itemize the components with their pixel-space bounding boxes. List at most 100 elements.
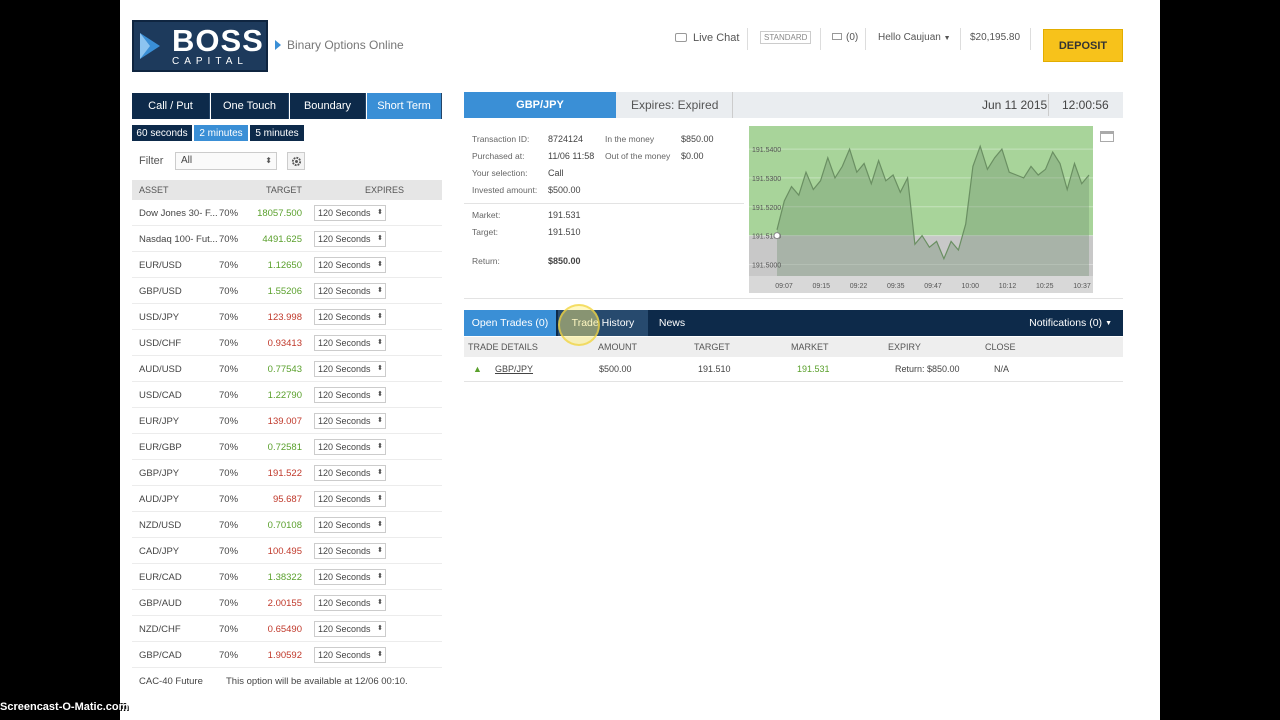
expires-select[interactable]: 120 Seconds ⬍ [314, 361, 386, 377]
table-row[interactable]: NZD/USD 70% 0.70108 120 Seconds ⬍ [132, 512, 442, 538]
asset-name: GBP/JPY [139, 468, 180, 479]
settings-gear-icon[interactable] [287, 152, 305, 170]
asset-target: 123.998 [267, 312, 302, 323]
asset-name: USD/CHF [139, 338, 182, 349]
table-row[interactable]: USD/JPY 70% 123.998 120 Seconds ⬍ [132, 304, 442, 330]
tab-trade-history[interactable]: Trade History [558, 310, 648, 336]
select-arrows-icon: ⬍ [376, 544, 383, 558]
expires-select[interactable]: 120 Seconds ⬍ [314, 595, 386, 611]
selection-value: Call [548, 168, 564, 178]
boss-capital-logo[interactable]: BOSS CAPITAL [132, 20, 268, 72]
col-amount: AMOUNT [598, 342, 637, 352]
availability-message: This option will be available at 12/06 0… [226, 676, 408, 687]
tagline-arrow-icon [275, 40, 281, 50]
expires-select[interactable]: 120 Seconds ⬍ [314, 413, 386, 429]
tab-boundary[interactable]: Boundary [290, 93, 366, 119]
expires-select[interactable]: 120 Seconds ⬍ [314, 517, 386, 533]
select-arrows-icon: ⬍ [376, 570, 383, 584]
table-row[interactable]: EUR/GBP 70% 0.72581 120 Seconds ⬍ [132, 434, 442, 460]
table-row[interactable]: GBP/JPY 70% 191.522 120 Seconds ⬍ [132, 460, 442, 486]
table-row[interactable]: USD/CAD 70% 1.22790 120 Seconds ⬍ [132, 382, 442, 408]
expires-select[interactable]: 120 Seconds ⬍ [314, 283, 386, 299]
caret-down-icon: ▼ [1105, 319, 1112, 327]
market-label: Market: [472, 210, 501, 220]
account-type-badge: STANDARD [760, 30, 812, 46]
time-tab-2min[interactable]: 2 minutes [194, 125, 248, 141]
in-money-value: $850.00 [681, 134, 714, 144]
trade-table-header: TRADE DETAILS AMOUNT TARGET MARKET EXPIR… [464, 337, 1123, 357]
entry-point-marker [773, 232, 781, 240]
tab-short-term[interactable]: Short Term [367, 93, 442, 119]
asset-payout: 70% [219, 650, 239, 661]
expires-status: Expires: Expired [617, 92, 734, 118]
asset-target: 1.55206 [267, 286, 302, 297]
x-tick-label: 09:47 [924, 283, 942, 290]
tab-one-touch[interactable]: One Touch [211, 93, 289, 119]
table-row[interactable]: CAD/JPY 70% 100.495 120 Seconds ⬍ [132, 538, 442, 564]
messages-link[interactable]: (0) [832, 30, 858, 46]
table-row[interactable]: ▲ GBP/JPY $500.00 191.510 191.531 Return… [464, 358, 1123, 382]
asset-name: GBP/USD [139, 286, 182, 297]
expires-select[interactable]: 120 Seconds ⬍ [314, 621, 386, 637]
expand-chart-icon[interactable] [1100, 131, 1114, 142]
expires-value: 120 Seconds [318, 468, 371, 478]
expires-select[interactable]: 120 Seconds ⬍ [314, 465, 386, 481]
trade-pair-tab[interactable]: GBP/JPY [464, 92, 616, 118]
table-row[interactable]: Dow Jones 30- F... 70% 18057.500 120 Second… [132, 200, 442, 226]
table-row[interactable]: GBP/CAD 70% 1.90592 120 Seconds ⬍ [132, 642, 442, 668]
asset-name: EUR/USD [139, 260, 182, 271]
asset-payout: 70% [219, 416, 239, 427]
chart-above-target-zone [749, 126, 1093, 236]
expires-select[interactable]: 120 Seconds ⬍ [314, 543, 386, 559]
trade-asset-link[interactable]: GBP/JPY [495, 364, 534, 374]
expires-select[interactable]: 120 Seconds ⬍ [314, 387, 386, 403]
expires-select[interactable]: 120 Seconds ⬍ [314, 439, 386, 455]
x-tick-label: 09:07 [775, 283, 793, 290]
tab-open-trades[interactable]: Open Trades (0) [464, 310, 556, 336]
live-chat-link[interactable]: Live Chat [675, 30, 739, 46]
asset-name: Nasdaq 100- Fut... [139, 234, 217, 245]
filter-select[interactable]: All ⬍ [175, 152, 277, 170]
table-row[interactable]: Nasdaq 100- Fut... 70% 4491.625 120 Seconds… [132, 226, 442, 252]
user-menu[interactable]: Hello Caujuan ▼ [878, 30, 951, 46]
time-tab-60s[interactable]: 60 seconds [132, 125, 192, 141]
notifications-menu[interactable]: Notifications (0) ▼ [1000, 310, 1112, 336]
table-row[interactable]: AUD/USD 70% 0.77543 120 Seconds ⬍ [132, 356, 442, 382]
table-row[interactable]: EUR/JPY 70% 139.007 120 Seconds ⬍ [132, 408, 442, 434]
expires-select[interactable]: 120 Seconds ⬍ [314, 491, 386, 507]
expires-value: 120 Seconds [318, 442, 371, 452]
table-row[interactable]: NZD/CHF 70% 0.65490 120 Seconds ⬍ [132, 616, 442, 642]
asset-name: GBP/AUD [139, 598, 182, 609]
expires-select[interactable]: 120 Seconds ⬍ [314, 257, 386, 273]
expires-value: 120 Seconds [318, 416, 371, 426]
notifications-label: Notifications (0) [1029, 317, 1103, 329]
expires-select[interactable]: 120 Seconds ⬍ [314, 647, 386, 663]
asset-payout: 70% [219, 364, 239, 375]
expires-select[interactable]: 120 Seconds ⬍ [314, 231, 386, 247]
table-row[interactable]: EUR/CAD 70% 1.38322 120 Seconds ⬍ [132, 564, 442, 590]
x-tick-label: 09:15 [812, 283, 830, 290]
time-tab-5min[interactable]: 5 minutes [250, 125, 304, 141]
table-row[interactable]: GBP/USD 70% 1.55206 120 Seconds ⬍ [132, 278, 442, 304]
tab-call-put[interactable]: Call / Put [132, 93, 210, 119]
expires-select[interactable]: 120 Seconds ⬍ [314, 205, 386, 221]
tab-news[interactable]: News [658, 317, 686, 329]
price-area [777, 146, 1089, 276]
expires-value: 120 Seconds [318, 572, 371, 582]
select-arrows-icon: ⬍ [376, 596, 383, 610]
table-row[interactable]: AUD/JPY 70% 95.687 120 Seconds ⬍ [132, 486, 442, 512]
expires-select[interactable]: 120 Seconds ⬍ [314, 335, 386, 351]
asset-target: 1.90592 [267, 650, 302, 661]
table-row[interactable]: USD/CHF 70% 0.93413 120 Seconds ⬍ [132, 330, 442, 356]
table-row[interactable]: GBP/AUD 70% 2.00155 120 Seconds ⬍ [132, 590, 442, 616]
table-row[interactable]: EUR/USD 70% 1.12650 120 Seconds ⬍ [132, 252, 442, 278]
expires-select[interactable]: 120 Seconds ⬍ [314, 309, 386, 325]
asset-payout: 70% [219, 598, 239, 609]
expires-select[interactable]: 120 Seconds ⬍ [314, 569, 386, 585]
select-arrows-icon: ⬍ [376, 648, 383, 662]
select-arrows-icon: ⬍ [376, 362, 383, 376]
asset-name: AUD/USD [139, 364, 182, 375]
deposit-button[interactable]: DEPOSIT [1043, 29, 1123, 62]
return-label: Return: [472, 256, 500, 266]
chat-icon [675, 33, 687, 42]
